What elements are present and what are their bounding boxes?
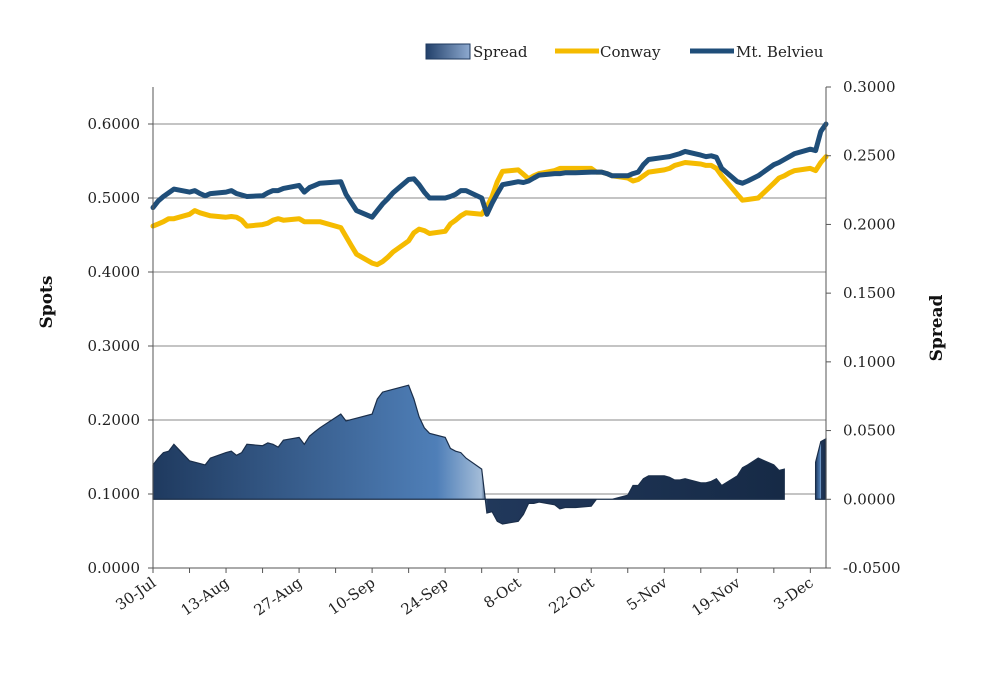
legend: Spread Conway Mt. Belvieu bbox=[425, 43, 824, 61]
left-tick-label: 0.4000 bbox=[88, 263, 141, 281]
left-tick-label: 0.2000 bbox=[88, 411, 141, 429]
x-tick-label: 10-Sep bbox=[325, 574, 379, 619]
right-tick-label: -0.0500 bbox=[843, 559, 901, 577]
x-tick-label: 24-Sep bbox=[398, 574, 452, 619]
legend-belvieu-label: Mt. Belvieu bbox=[736, 43, 824, 61]
legend-conway-label: Conway bbox=[600, 43, 661, 61]
right-tick-label: 0.1500 bbox=[843, 284, 896, 302]
x-tick-label: 22-Oct bbox=[546, 574, 598, 618]
legend-spread-label: Spread bbox=[473, 43, 528, 61]
x-tick-label: 5-Nov bbox=[623, 573, 671, 614]
spread-area bbox=[814, 437, 827, 500]
x-tick-label: 13-Aug bbox=[178, 573, 233, 619]
right-y-tick-labels: -0.0500 0.0000 0.0500 0.1000 0.1500 0.2000 0.2… bbox=[826, 78, 901, 577]
spread-area-layer bbox=[152, 384, 827, 525]
left-y-tick-labels: 0.0000 0.1000 0.2000 0.3000 0.4000 0.5000 0.60… bbox=[88, 115, 153, 577]
left-tick-label: 0.0000 bbox=[88, 559, 141, 577]
right-axis-title: Spread bbox=[927, 294, 947, 361]
price-lines-layer bbox=[150, 121, 829, 268]
conway-line bbox=[150, 154, 829, 268]
x-tick-labels: 30-Jul 13-Aug 27-Aug 10-Sep 24-Sep 8-Oct 22-Oc… bbox=[112, 568, 817, 620]
right-tick-label: 0.3000 bbox=[843, 78, 896, 96]
spread-area bbox=[152, 384, 785, 525]
right-tick-label: 0.0000 bbox=[843, 490, 896, 508]
left-axis-title: Spots bbox=[37, 276, 57, 329]
legend-spread-swatch bbox=[425, 43, 471, 60]
right-tick-label: 0.1000 bbox=[843, 353, 896, 371]
x-tick-label: 27-Aug bbox=[251, 573, 306, 619]
mt-belvieu-line bbox=[150, 121, 829, 220]
x-tick-label: 8-Oct bbox=[480, 574, 524, 612]
left-tick-label: 0.1000 bbox=[88, 485, 141, 503]
x-tick-label: 3-Dec bbox=[770, 574, 816, 614]
left-tick-label: 0.5000 bbox=[88, 189, 141, 207]
left-tick-label: 0.6000 bbox=[88, 115, 141, 133]
right-tick-label: 0.0500 bbox=[843, 422, 896, 440]
right-tick-label: 0.2000 bbox=[843, 215, 896, 233]
x-tick-label: 30-Jul bbox=[112, 573, 159, 613]
right-tick-label: 0.2500 bbox=[843, 147, 896, 165]
x-tick-label: 19-Nov bbox=[688, 573, 744, 619]
left-tick-label: 0.3000 bbox=[88, 337, 141, 355]
